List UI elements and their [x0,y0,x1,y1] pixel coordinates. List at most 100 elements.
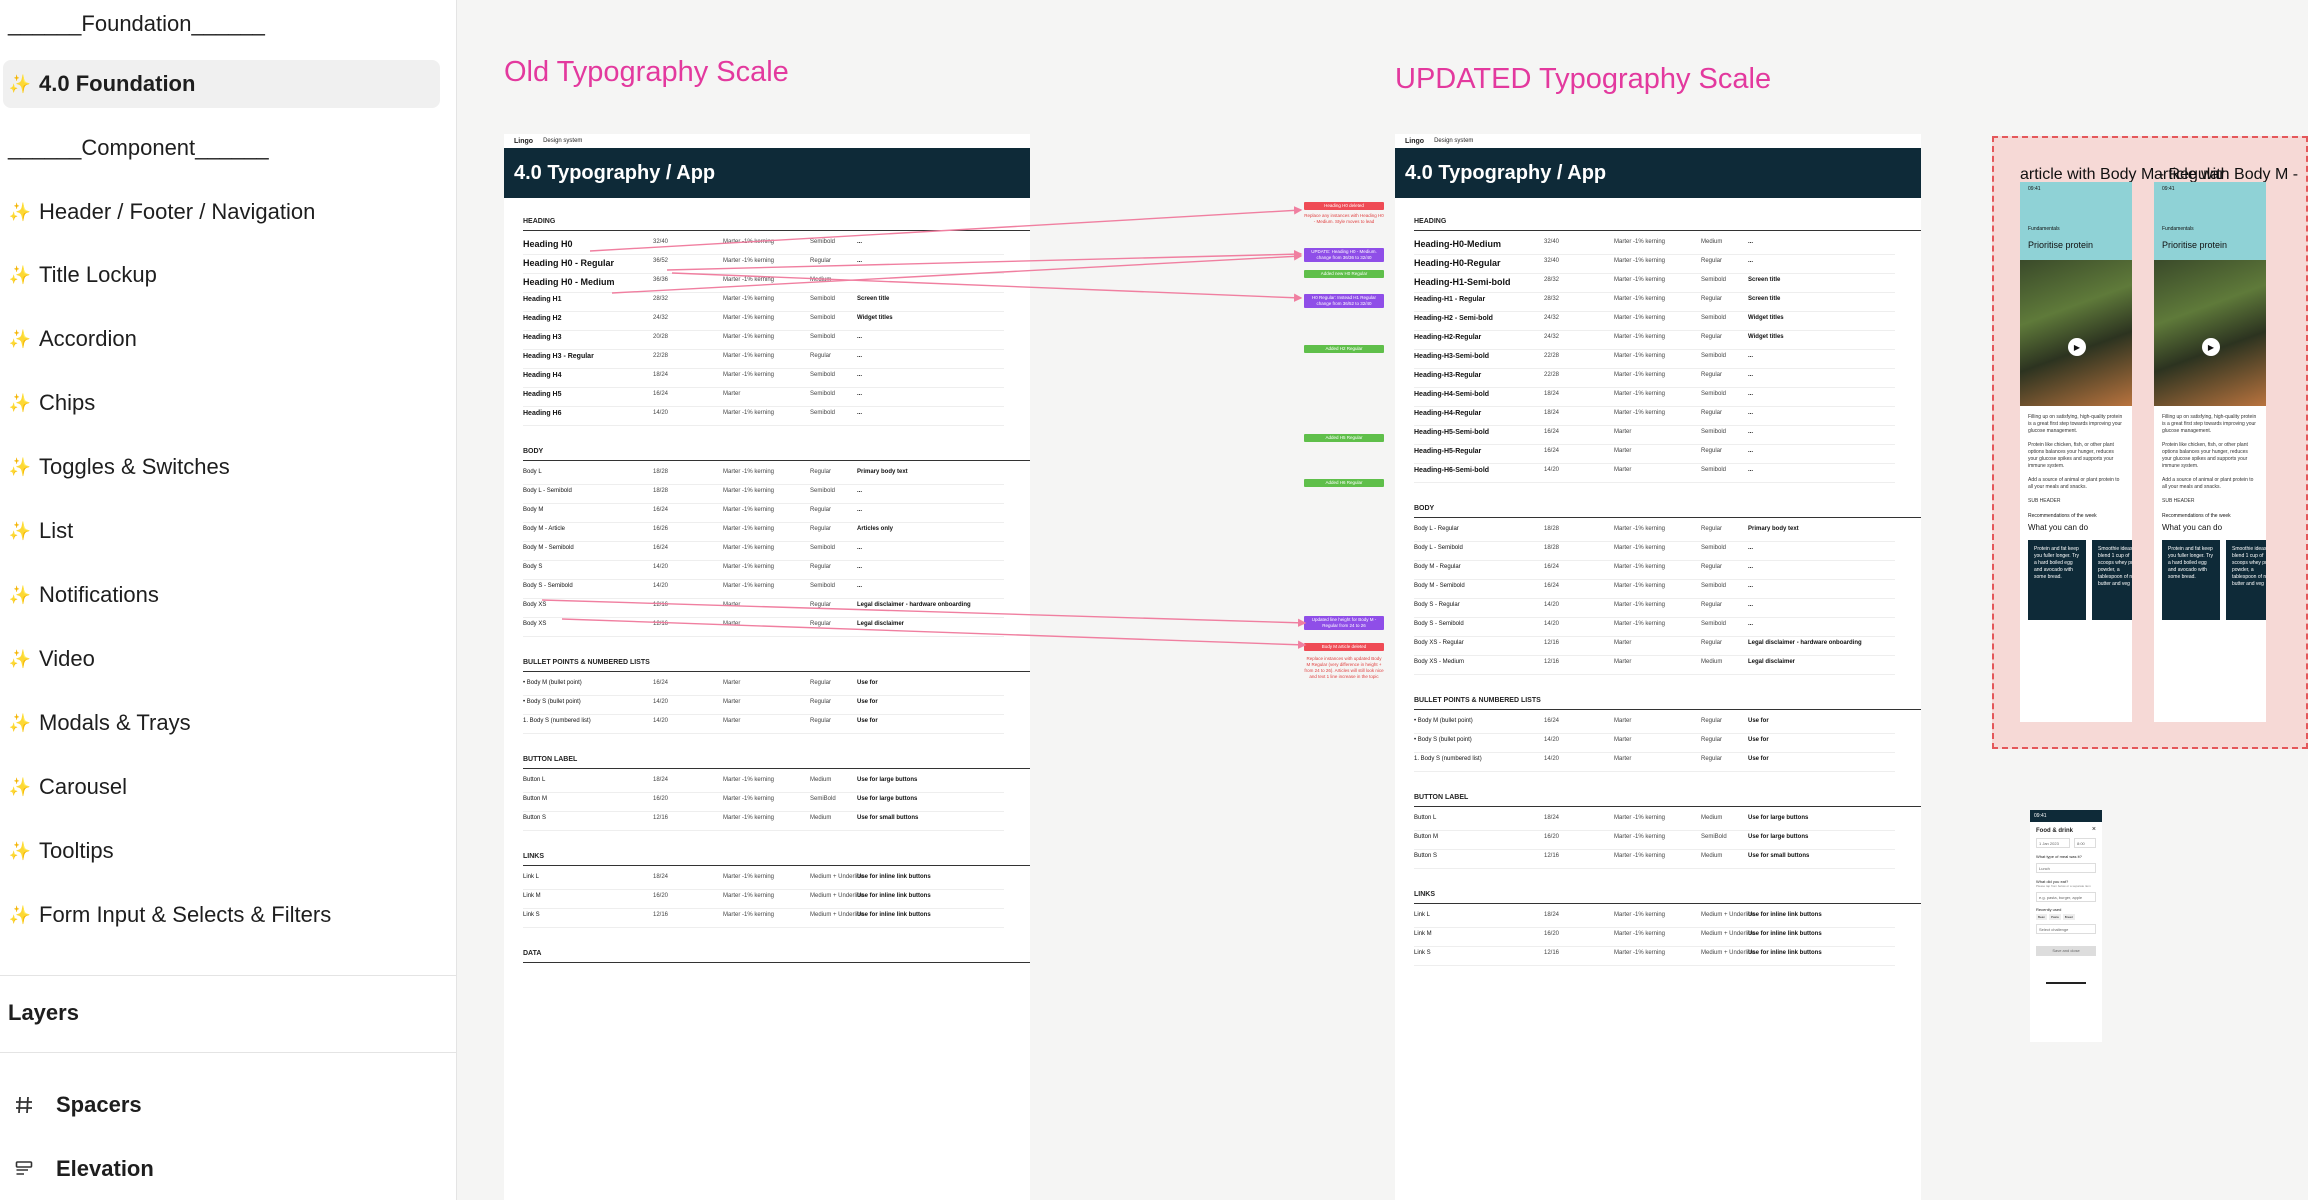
table-row[interactable]: Heading H6 14/20 Marter -1% kerning Semibol… [523,407,1004,426]
time-field[interactable]: 8:00 [2074,838,2096,848]
table-row[interactable]: • Body S (bullet point) 14/20 Marter Regula… [523,696,1004,715]
table-row[interactable]: Heading H3 - Regular 22/28 Marter -1% kern… [523,350,1004,369]
table-row[interactable]: Body M - Regular 16/24 Marter -1% kerning R… [1414,561,1895,580]
table-row[interactable]: Body S - Regular 14/20 Marter -1% kerning R… [1414,599,1895,618]
food-drink-sheet[interactable]: 09:41 × Food & drink 1 Jan 2023 8:00 Wha… [2030,810,2102,1060]
table-row[interactable]: Body L - Semibold 18/28 Marter -1% kerning… [1414,542,1895,561]
rec-card[interactable]: Protein and fat keep you fuller longer. … [2028,540,2086,620]
table-row[interactable]: Body S 14/20 Marter -1% kerning Regular... [523,561,1004,580]
table-row[interactable]: Heading H4 18/24 Marter -1% kerning Semibol… [523,369,1004,388]
table-row[interactable]: Heading H0 - Medium 36/36 Marter -1% kerni… [523,274,1004,293]
page-item[interactable]: ✨ Modals & Trays [3,699,440,747]
table-row[interactable]: Body XS 12/16 Marter Regular Legal disclaime… [523,599,1004,618]
table-row[interactable]: • Body M (bullet point) 16/24 Marter Regula… [523,677,1004,696]
table-row[interactable]: Link S 12/16 Marter -1% kerning Medium + Un… [1414,947,1895,966]
table-row[interactable]: Heading-H0-Medium 32/40 Marter -1% kerning… [1414,236,1895,255]
table-row[interactable]: Link M 16/20 Marter -1% kerning Medium + Un… [1414,928,1895,947]
phone-body-m-regular[interactable]: 09:41 Fundamentals Prioritise protein ▶ … [2020,182,2132,722]
article-comparison-group[interactable]: article with Body M - Regular 09:41 Fund… [1992,136,2308,749]
table-row[interactable]: Heading-H3-Semi-bold 22/28 Marter -1% kern… [1414,350,1895,369]
table-row[interactable]: Heading-H3-Regular 22/28 Marter -1% kernin… [1414,369,1895,388]
table-row[interactable]: Body XS 12/16 Marter Regular Legal disclaime… [523,618,1004,637]
meal-type-select[interactable]: Lunch [2036,863,2096,873]
table-row[interactable]: Heading-H6-Semi-bold 14/20 Marter Semibold.… [1414,464,1895,483]
page-item[interactable]: ______Foundation______ [3,0,440,48]
rec-card[interactable]: Smoothie ideas blend 1 cup of scoops whe… [2092,540,2132,620]
recent-chip[interactable]: Pasta [2049,914,2061,920]
table-row[interactable]: • Body M (bullet point) 16/24 Marter Regula… [1414,715,1895,734]
table-row[interactable]: Heading-H5-Semi-bold 16/24 Marter Semibold.… [1414,426,1895,445]
page-item[interactable]: ✨ Header / Footer / Navigation [3,188,440,236]
table-row[interactable]: Body L - Regular 18/28 Marter -1% kerning R… [1414,523,1895,542]
table-row[interactable]: Button M 16/20 Marter -1% kerning SemiBold U… [1414,831,1895,850]
table-row[interactable]: Heading H2 24/32 Marter -1% kerning Semibol… [523,312,1004,331]
play-icon[interactable]: ▶ [2202,338,2220,356]
table-row[interactable]: Heading-H5-Regular 16/24 Marter Regular... [1414,445,1895,464]
page-item[interactable]: ✨ Form Input & Selects & Filters [3,891,440,939]
layer-spacers[interactable]: Spacers [0,1080,456,1130]
table-row[interactable]: Body M 16/24 Marter -1% kerning Regular... [523,504,1004,523]
table-row[interactable]: 1. Body S (numbered list) 14/20 Marter Regu… [1414,753,1895,772]
table-row[interactable]: Button L 18/24 Marter -1% kerning Medium Use… [523,774,1004,793]
old-typography-frame[interactable]: Lingo Design system 4.0 Typography / App … [504,134,1030,1200]
table-row[interactable]: Heading-H4-Semi-bold 18/24 Marter -1% kern… [1414,388,1895,407]
article-link[interactable]: SUB HEADER [2162,498,2195,504]
table-row[interactable]: Heading H0 32/40 Marter -1% kerning Semibol… [523,236,1004,255]
save-close-button[interactable]: Save and close [2036,946,2096,956]
table-row[interactable]: 1. Body S (numbered list) 14/20 Marter Regu… [523,715,1004,734]
recent-chip[interactable]: Bread [2062,914,2075,920]
table-row[interactable]: Heading H3 20/28 Marter -1% kerning Semibol… [523,331,1004,350]
table-row[interactable]: Link S 12/16 Marter -1% kerning Medium + Un… [523,909,1004,928]
table-row[interactable]: Body L - Semibold 18/28 Marter -1% kerning… [523,485,1004,504]
recent-chip[interactable]: Bean [2036,914,2048,920]
table-row[interactable]: Body S - Semibold 14/20 Marter -1% kerning… [1414,618,1895,637]
table-row[interactable]: Heading-H2-Regular 24/32 Marter -1% kernin… [1414,331,1895,350]
table-row[interactable]: Heading H0 - Regular 36/52 Marter -1% kern… [523,255,1004,274]
table-row[interactable]: Body S - Semibold 14/20 Marter -1% kerning… [523,580,1004,599]
table-row[interactable]: Body XS - Medium 12/16 Marter Medium Legal d… [1414,656,1895,675]
table-row[interactable]: Heading-H2 - Semi-bold 24/32 Marter -1% ke… [1414,312,1895,331]
table-row[interactable]: Button M 16/20 Marter -1% kerning SemiBold U… [523,793,1004,812]
rec-card[interactable]: Smoothie ideas blend 1 cup of scoops whe… [2226,540,2266,620]
layer-elevation[interactable]: Elevation [0,1144,456,1194]
table-row[interactable]: Heading H5 16/24 Marter Semibold... [523,388,1004,407]
table-row[interactable]: Heading-H4-Regular 18/24 Marter -1% kernin… [1414,407,1895,426]
article-link[interactable]: SUB HEADER [2028,498,2061,504]
table-row[interactable]: Body L 18/28 Marter -1% kerning Regular Prim… [523,466,1004,485]
table-row[interactable]: Heading-H1-Semi-bold 28/32 Marter -1% kern… [1414,274,1895,293]
food-search-input[interactable]: e.g. pasta, burger, apple [2036,892,2096,902]
table-row[interactable]: Heading-H1 - Regular 28/32 Marter -1% kern… [1414,293,1895,312]
table-row[interactable]: • Body S (bullet point) 14/20 Marter Regula… [1414,734,1895,753]
table-row[interactable]: Heading-H0-Regular 32/40 Marter -1% kernin… [1414,255,1895,274]
table-row[interactable]: Heading H1 28/32 Marter -1% kerning Semibol… [523,293,1004,312]
page-item[interactable]: ✨ Chips [3,379,440,427]
canvas[interactable]: Old Typography Scale UPDATED Typography … [457,0,2308,1200]
table-row[interactable]: Link L 18/24 Marter -1% kerning Medium + Un… [523,871,1004,890]
page-item[interactable]: ✨ List [3,507,440,555]
play-icon[interactable]: ▶ [2068,338,2086,356]
page-item[interactable]: ✨ Notifications [3,571,440,619]
date-field[interactable]: 1 Jan 2023 [2036,838,2070,848]
table-row[interactable]: Link L 18/24 Marter -1% kerning Medium + Un… [1414,909,1895,928]
page-item[interactable]: ✨ Toggles & Switches [3,443,440,491]
challenge-select[interactable]: Select challenge [2036,924,2096,934]
table-row[interactable]: Body M - Semibold 16/24 Marter -1% kerning… [1414,580,1895,599]
phone-body-m-article[interactable]: 09:41 Fundamentals Prioritise protein ▶ … [2154,182,2266,722]
table-row[interactable]: Button S 12/16 Marter -1% kerning Medium Use… [1414,850,1895,869]
table-row[interactable]: Body M - Article 16/26 Marter -1% kerning R… [523,523,1004,542]
updated-typography-frame[interactable]: Lingo Design system 4.0 Typography / App … [1395,134,1921,1200]
page-item[interactable]: ✨ Video [3,635,440,683]
table-row[interactable]: Body M - Semibold 16/24 Marter -1% kerning… [523,542,1004,561]
table-row[interactable]: Button S 12/16 Marter -1% kerning Medium Use… [523,812,1004,831]
page-item[interactable]: ✨ Carousel [3,763,440,811]
table-row[interactable]: Link M 16/20 Marter -1% kerning Medium + Un… [523,890,1004,909]
page-item[interactable]: ✨ Title Lockup [3,251,440,299]
page-item[interactable]: ✨ Tooltips [3,827,440,875]
page-item[interactable]: ______Component______ [3,124,440,172]
page-item[interactable]: ✨ Accordion [3,315,440,363]
table-row[interactable]: Button L 18/24 Marter -1% kerning Medium Use… [1414,812,1895,831]
close-icon[interactable]: × [2091,826,2096,833]
rec-card[interactable]: Protein and fat keep you fuller longer. … [2162,540,2220,620]
page-item[interactable]: ✨ 4.0 Foundation [3,60,440,108]
table-row[interactable]: Body XS - Regular 12/16 Marter Regular Legal… [1414,637,1895,656]
